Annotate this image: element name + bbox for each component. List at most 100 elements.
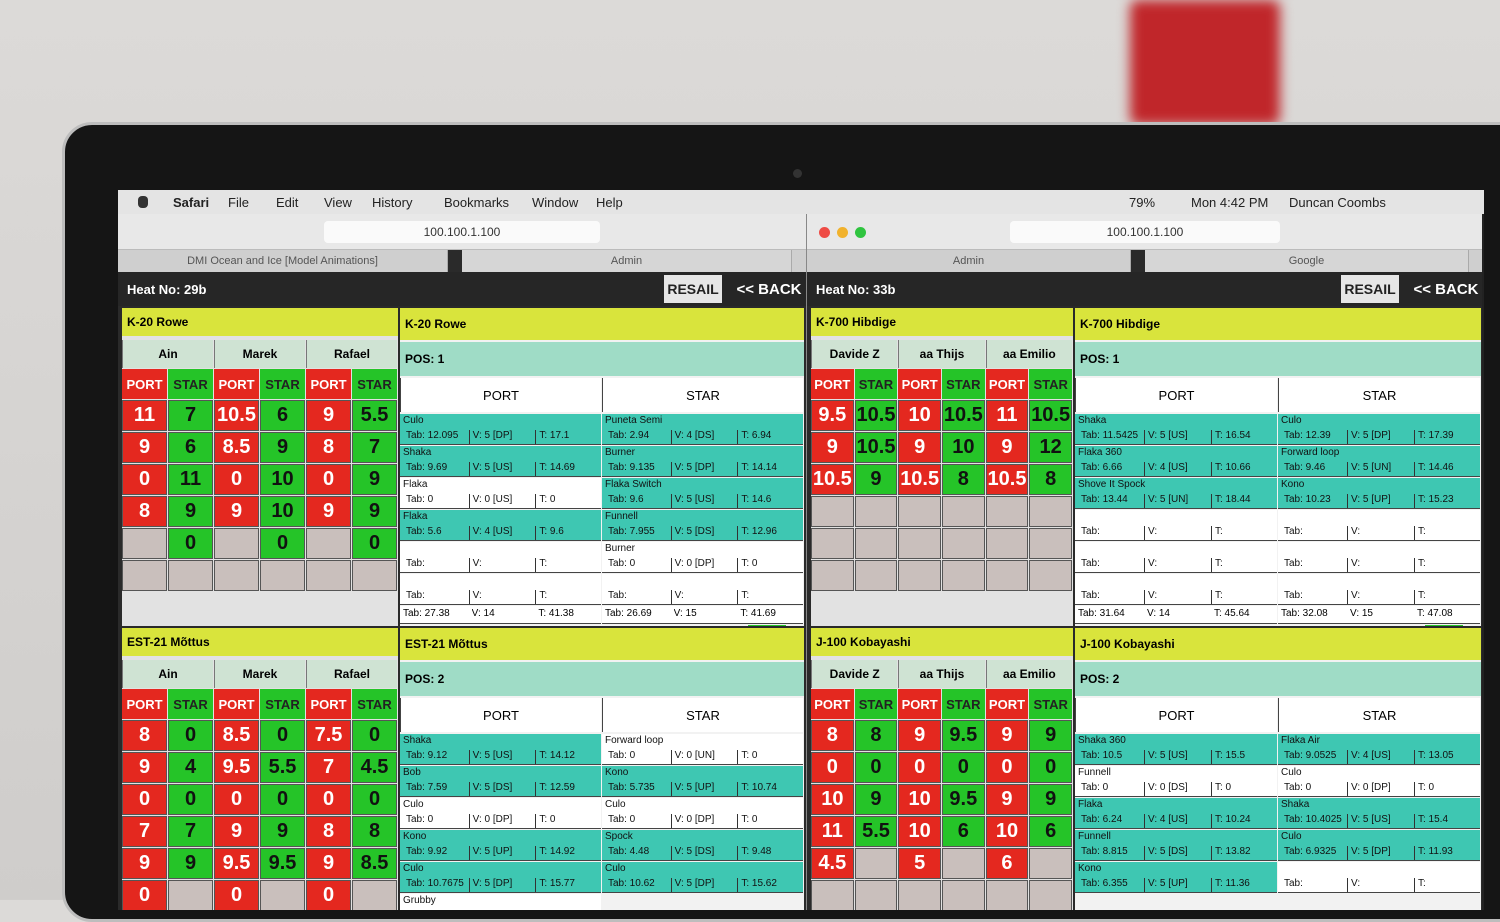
wave-tab: Tab: 0	[608, 750, 636, 761]
wave-name: Culo	[1281, 767, 1302, 778]
wave-tab: Tab: 10.5	[1081, 750, 1123, 761]
sum-t: T: 47.08	[1417, 608, 1453, 619]
window-button[interactable]	[819, 227, 830, 238]
empty-cell	[942, 496, 985, 527]
wave-t: T: 14.14	[737, 462, 803, 476]
empty-cell	[214, 560, 259, 591]
total-label: TOTAL:	[684, 625, 744, 626]
wave-name: Culo	[605, 799, 626, 810]
wave-t: T:	[1414, 558, 1480, 572]
resail-button[interactable]: RESAIL	[1341, 275, 1399, 303]
wave-t: T: 16.54	[1211, 430, 1277, 444]
side-header: PORT	[985, 369, 1029, 399]
score-cell: 8	[1029, 464, 1072, 495]
menu-item[interactable]: History	[372, 194, 413, 210]
wave-row: Shaka Tab: 11.5425 V: 5 [US] T: 16.54	[1075, 414, 1277, 445]
score-cell: 10	[260, 496, 305, 527]
camera	[793, 169, 802, 178]
score-cell: 9	[306, 496, 351, 527]
sum-tab: Tab: 32.08	[1281, 608, 1328, 619]
score-cell: 9	[985, 720, 1029, 751]
side-header: STAR	[168, 689, 213, 719]
score-cell: 8.5	[214, 432, 259, 463]
wave-name: Culo	[605, 863, 626, 874]
tab[interactable]: DMI Ocean and Ice [Model Animations]	[118, 250, 448, 272]
side-header: PORT	[811, 369, 854, 399]
score-cell: 4.5	[352, 752, 397, 783]
wave-v: V:	[670, 590, 738, 604]
wave-row: Culo Tab: 6.9325 V: 5 [DP] T: 11.93	[1278, 830, 1480, 861]
score-cell: 8	[352, 816, 397, 847]
menu-item[interactable]: View	[324, 194, 352, 210]
side-header: PORT	[898, 369, 941, 399]
tab[interactable]: Admin	[807, 250, 1131, 272]
menu-item[interactable]: Window	[532, 194, 579, 210]
side-header: PORT	[122, 689, 167, 719]
wave-t: T: 11.36	[1211, 878, 1277, 892]
score-cell: 0	[306, 784, 351, 815]
wave-tab: Tab: 13.44	[1081, 494, 1128, 505]
judge-name: Rafael	[306, 340, 397, 368]
wave-v: V: 0 [US]	[468, 494, 536, 508]
empty-cell	[898, 496, 941, 527]
wave-row: Shove It Spock Tab: 13.44 V: 5 [UN] T: 18.4…	[1075, 478, 1277, 509]
score-cell: 0	[1029, 752, 1072, 783]
empty-cell	[898, 560, 941, 591]
heat-title: K-20 Rowe	[400, 308, 804, 340]
menu-item[interactable]: Help	[596, 194, 623, 210]
score-cell: 9	[985, 432, 1029, 463]
new-tab-button[interactable]	[1469, 250, 1482, 272]
detail-panel: J-100 Kobayashi POS: 2 PORT Shaka 360 Tab: 1…	[1075, 628, 1481, 910]
empty-cell	[942, 528, 985, 559]
score-cell: 10.5	[942, 400, 985, 431]
score-cell: 9.5	[214, 848, 259, 879]
wave-tab: Tab: 10.4025	[1284, 814, 1342, 825]
menu-item[interactable]: Bookmarks	[444, 194, 510, 210]
score-cell: 10.5	[898, 464, 941, 495]
wave-row: Culo Tab: 0 V: 0 [DP] T: 0	[1278, 766, 1480, 797]
score-cell: 7.5	[306, 720, 351, 751]
wave-t: T:	[535, 590, 601, 604]
window-button[interactable]	[855, 227, 866, 238]
menu-item[interactable]: Edit	[276, 194, 299, 210]
wave-t: T: 17.39	[1414, 430, 1480, 444]
back-button[interactable]: << BACK	[736, 280, 802, 298]
sum-v: V: 14	[471, 608, 495, 619]
new-tab-button[interactable]	[792, 250, 806, 272]
wave-row: Kono Tab: 9.92 V: 5 [UP] T: 14.92	[400, 830, 601, 861]
empty-cell	[985, 880, 1029, 910]
wave-tab: Tab: 5.735	[608, 782, 655, 793]
wave-v: V: 5 [DS]	[468, 782, 536, 796]
url-field[interactable]: 100.100.1.100	[1009, 221, 1281, 243]
wave-row: Culo Tab: 10.7675 V: 5 [DP] T: 15.77	[400, 862, 601, 893]
empty-cell	[985, 496, 1029, 527]
wave-t: T: 0	[737, 750, 803, 764]
menu-app[interactable]: Safari	[173, 194, 210, 210]
score-cell: 11	[985, 400, 1029, 431]
score-cell: 0	[168, 720, 213, 751]
back-button[interactable]: << BACK	[1413, 280, 1479, 298]
wave-row: Flaka Air Tab: 9.0525 V: 4 [US] T: 13.05	[1278, 734, 1480, 765]
wave-name: Kono	[403, 831, 427, 842]
score-cell: 9	[352, 496, 397, 527]
wave-t: T: 17.1	[535, 430, 601, 444]
tab[interactable]: Google	[1145, 250, 1469, 272]
side-header: STAR	[1029, 369, 1072, 399]
tab[interactable]: Admin	[462, 250, 792, 272]
score-cell: 8	[306, 816, 351, 847]
judge-name: Marek	[214, 340, 305, 368]
wave-name: Forward loop	[605, 735, 664, 746]
wave-t: T: 14.12	[535, 750, 601, 764]
window-button[interactable]	[837, 227, 848, 238]
score-cell: 8	[306, 432, 351, 463]
wave-tab: Tab: 9.135	[608, 462, 655, 473]
wave-row: Culo Tab: 12.39 V: 5 [DP] T: 17.39	[1278, 414, 1480, 445]
score-cell: 0	[811, 752, 854, 783]
wave-t: T: 0	[737, 558, 803, 572]
url-field[interactable]: 100.100.1.100	[324, 221, 600, 243]
resail-button[interactable]: RESAIL	[664, 275, 722, 303]
menu-item[interactable]: File	[228, 194, 249, 210]
wave-tab: Tab: 11.5425	[1081, 430, 1139, 441]
empty-cell	[854, 496, 898, 527]
